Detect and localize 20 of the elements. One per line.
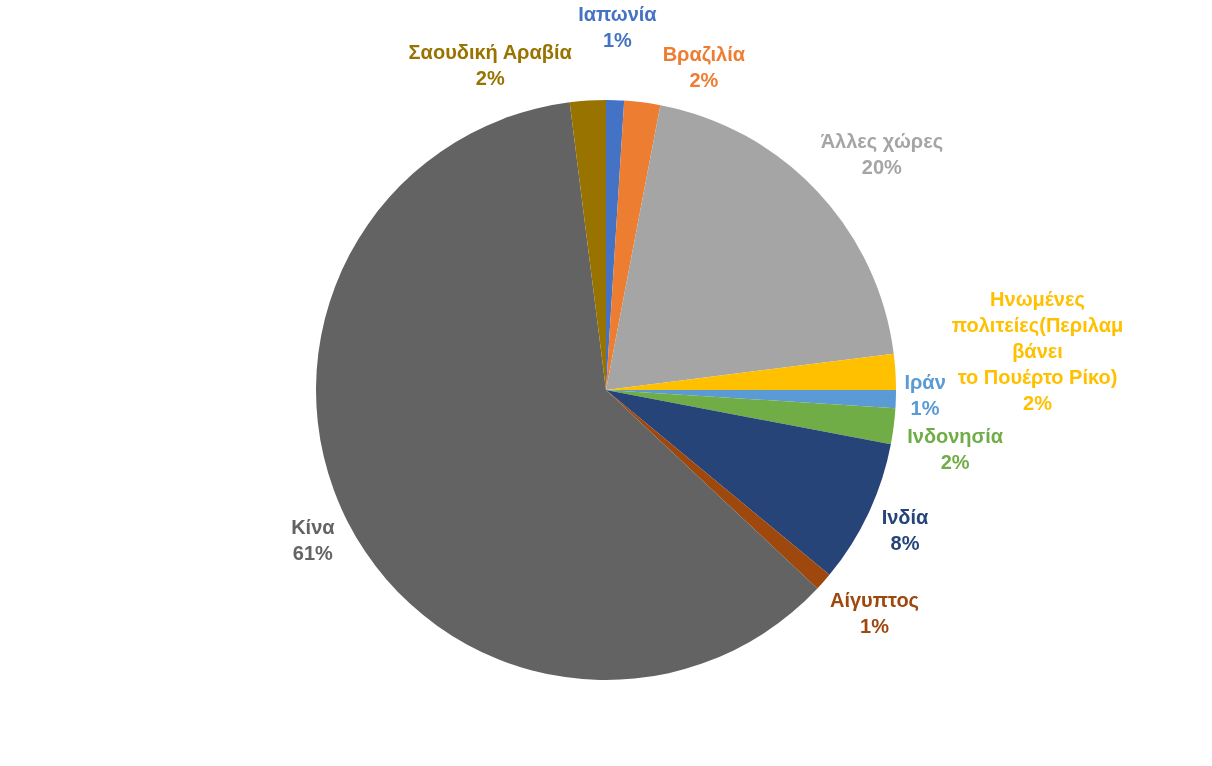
data-label: 20% [861,156,903,179]
slice-label: Ινδονησία [907,424,1004,447]
data-label: 2% [940,450,970,473]
slice-label: Βραζιλία [662,43,746,66]
data-label: 2% [689,69,719,92]
slice-label: Ινδία [881,506,930,529]
data-label: 61% [292,541,334,564]
data-label: 1% [860,614,890,637]
slice-label: Ιράν [904,370,946,393]
data-label: 1% [910,396,940,419]
slice-label: Ηνωμένες πολιτείες(Περιλαμβάνει το Πουέρτο Ρίκο) [951,288,1124,389]
slice-label: Ιαπωνία [578,2,658,25]
slice-label: Κίνα [291,515,336,538]
data-label: 2% [1023,392,1053,415]
slice-label: Σαουδική Αραβία [408,40,573,63]
data-label: 2% [475,66,505,89]
data-label: 8% [890,532,920,555]
data-label: 1% [602,28,633,51]
slice-label: Αίγυπτος [829,588,920,611]
slice-label: Άλλες χώρες [820,130,944,153]
